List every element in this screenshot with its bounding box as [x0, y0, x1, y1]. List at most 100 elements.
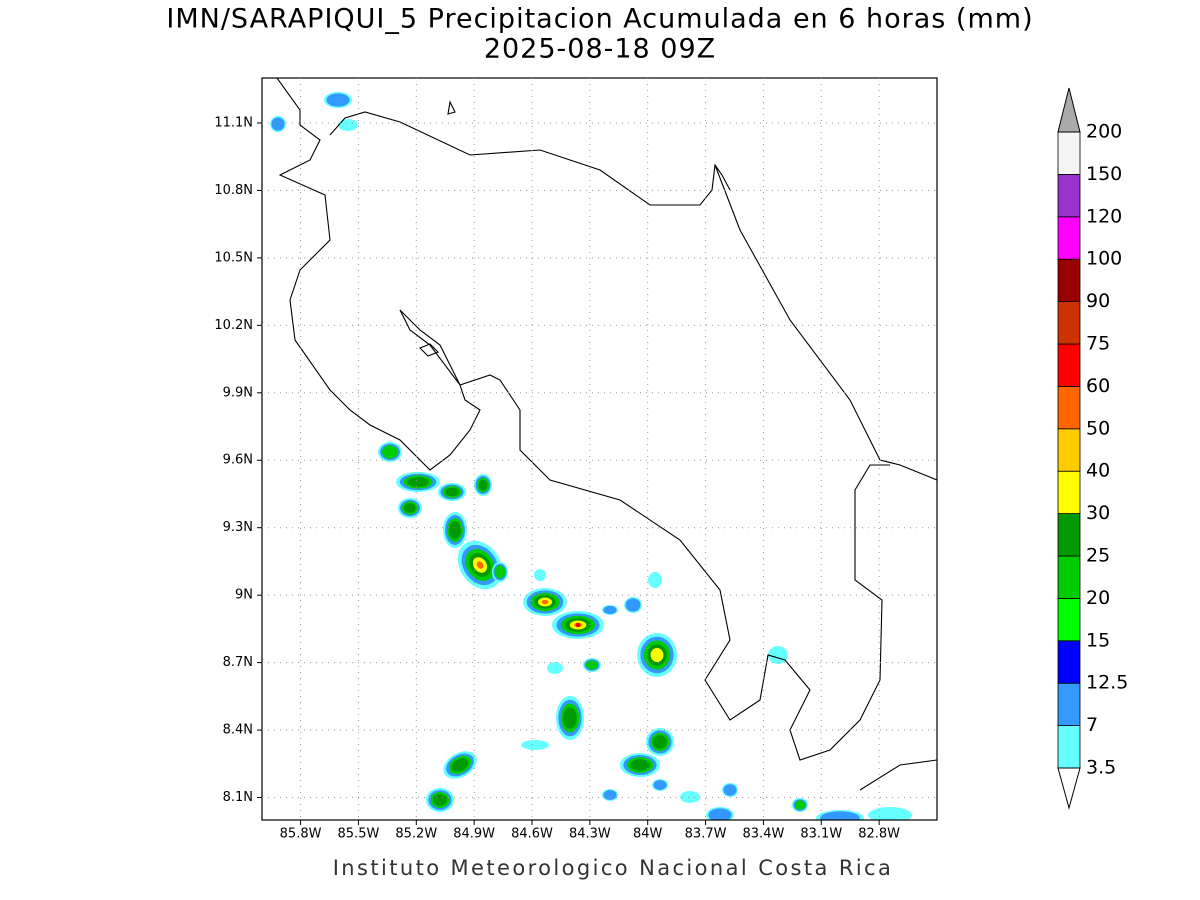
- lat-tick-label: 9.6N: [223, 453, 253, 468]
- colorbar-over: [1057, 87, 1081, 133]
- lon-tick-label: 82.8W: [858, 827, 900, 842]
- colorbar-label: 150: [1086, 163, 1122, 185]
- colorbar-label: 60: [1086, 375, 1110, 397]
- precip-cell: [648, 572, 662, 588]
- precip-cell: [708, 808, 732, 820]
- lon-tick-label: 84.9W: [453, 827, 495, 842]
- colorbar-box: [1057, 216, 1081, 260]
- precip-cell: [603, 790, 617, 800]
- precip-cell: [541, 599, 549, 605]
- colorbar-label: 15: [1086, 629, 1110, 651]
- precip-cell: [794, 800, 806, 810]
- lat-tick-label: 10.8N: [214, 183, 253, 198]
- lon-tick-label: 83.7W: [685, 827, 727, 842]
- precip-cell: [768, 646, 788, 664]
- precip-cell: [382, 445, 398, 459]
- precip-cell: [653, 735, 667, 749]
- precip-cell: [449, 521, 461, 539]
- lon-tick-label: 84W: [633, 827, 663, 842]
- colorbar-box: [1057, 513, 1081, 557]
- colorbar-box: [1057, 301, 1081, 345]
- precip-cell: [521, 740, 549, 750]
- lon-tick-label: 84.3W: [569, 827, 611, 842]
- colorbar-under: [1057, 767, 1081, 810]
- lon-tick-label: 85.5W: [338, 827, 380, 842]
- precip-cell: [433, 794, 447, 806]
- lon-tick-label: 83.1W: [800, 827, 842, 842]
- colorbar-box: [1057, 385, 1081, 430]
- lat-tick-label: 10.5N: [214, 250, 253, 265]
- lat-tick-label: 9N: [235, 588, 253, 603]
- lat-tick-label: 9.3N: [223, 520, 253, 535]
- footer: Instituto Meteorologico Nacional Costa R…: [333, 856, 894, 880]
- precip-cell: [820, 811, 860, 820]
- colorbar-label: 50: [1086, 417, 1110, 439]
- colorbar-box: [1057, 173, 1081, 218]
- lat-tick-label: 8.1N: [223, 790, 253, 805]
- colorbar-label: 25: [1086, 545, 1110, 567]
- map-title: IMN/SARAPIQUI_5 Precipitacion Acumulada …: [166, 4, 1033, 35]
- precip-cell: [547, 662, 563, 674]
- precip-cell: [404, 503, 416, 513]
- precip-cell: [445, 487, 459, 497]
- map-frame: [261, 77, 938, 821]
- lat-tick-label: 11.1N: [214, 115, 253, 130]
- colorbar-label: 90: [1086, 290, 1110, 312]
- map-subtitle: 2025-08-18 09Z: [484, 34, 716, 65]
- colorbar-label: 200: [1086, 121, 1122, 143]
- colorbar-label: 100: [1086, 248, 1122, 270]
- precip-cell: [653, 780, 667, 790]
- colorbar-box: [1057, 682, 1081, 727]
- precip-cell: [586, 660, 598, 670]
- colorbar-box: [1057, 131, 1081, 175]
- precip-cell: [451, 758, 469, 772]
- precipitation-layer: [270, 92, 912, 820]
- coastline: [329, 111, 731, 206]
- lat-tick-label: 9.9N: [223, 385, 253, 400]
- colorbar-label: 12.5: [1086, 672, 1128, 694]
- colorbar-label: 120: [1086, 205, 1122, 227]
- colorbar-box: [1057, 343, 1081, 387]
- precip-cell: [476, 561, 484, 569]
- colorbar-label: 20: [1086, 587, 1110, 609]
- colorbar-label: 30: [1086, 502, 1110, 524]
- coastlines: [276, 78, 937, 791]
- colorbar-box: [1057, 555, 1081, 599]
- precip-cell: [338, 119, 358, 131]
- precip-cell: [625, 598, 641, 612]
- colorbar-box: [1057, 258, 1081, 303]
- precip-cell: [534, 569, 546, 581]
- precip-cell: [576, 623, 580, 627]
- island: [447, 100, 456, 115]
- lat-tick-label: 10.2N: [214, 318, 253, 333]
- lon-tick-label: 83.4W: [743, 827, 785, 842]
- precip-cell: [326, 93, 350, 107]
- colorbar-box: [1057, 428, 1081, 472]
- coastline: [276, 78, 890, 761]
- lat-tick-label: 8.4N: [223, 723, 253, 738]
- colorbar-box: [1057, 725, 1081, 769]
- precip-cell: [494, 565, 506, 579]
- precip-cell: [407, 477, 429, 487]
- colorbar-box: [1057, 470, 1081, 515]
- precip-cell: [630, 759, 650, 771]
- coastline: [714, 164, 937, 481]
- colorbar-label: 3.5: [1086, 757, 1116, 779]
- colorbar-label: 40: [1086, 460, 1110, 482]
- lon-tick-label: 85.2W: [395, 827, 437, 842]
- colorbar-box: [1057, 598, 1081, 642]
- precip-cell: [563, 707, 577, 729]
- lon-tick-label: 85.8W: [280, 827, 322, 842]
- precip-cell: [603, 605, 617, 615]
- precip-cell: [271, 117, 285, 131]
- lon-tick-label: 84.6W: [511, 827, 553, 842]
- lat-tick-label: 8.7N: [223, 655, 253, 670]
- island: [419, 343, 439, 357]
- coastline: [859, 759, 937, 791]
- precip-cell: [478, 479, 488, 491]
- colorbar-label: 7: [1086, 714, 1098, 736]
- precip-cell: [680, 791, 700, 803]
- colorbar-box: [1057, 640, 1081, 684]
- colorbar-label: 75: [1086, 333, 1110, 355]
